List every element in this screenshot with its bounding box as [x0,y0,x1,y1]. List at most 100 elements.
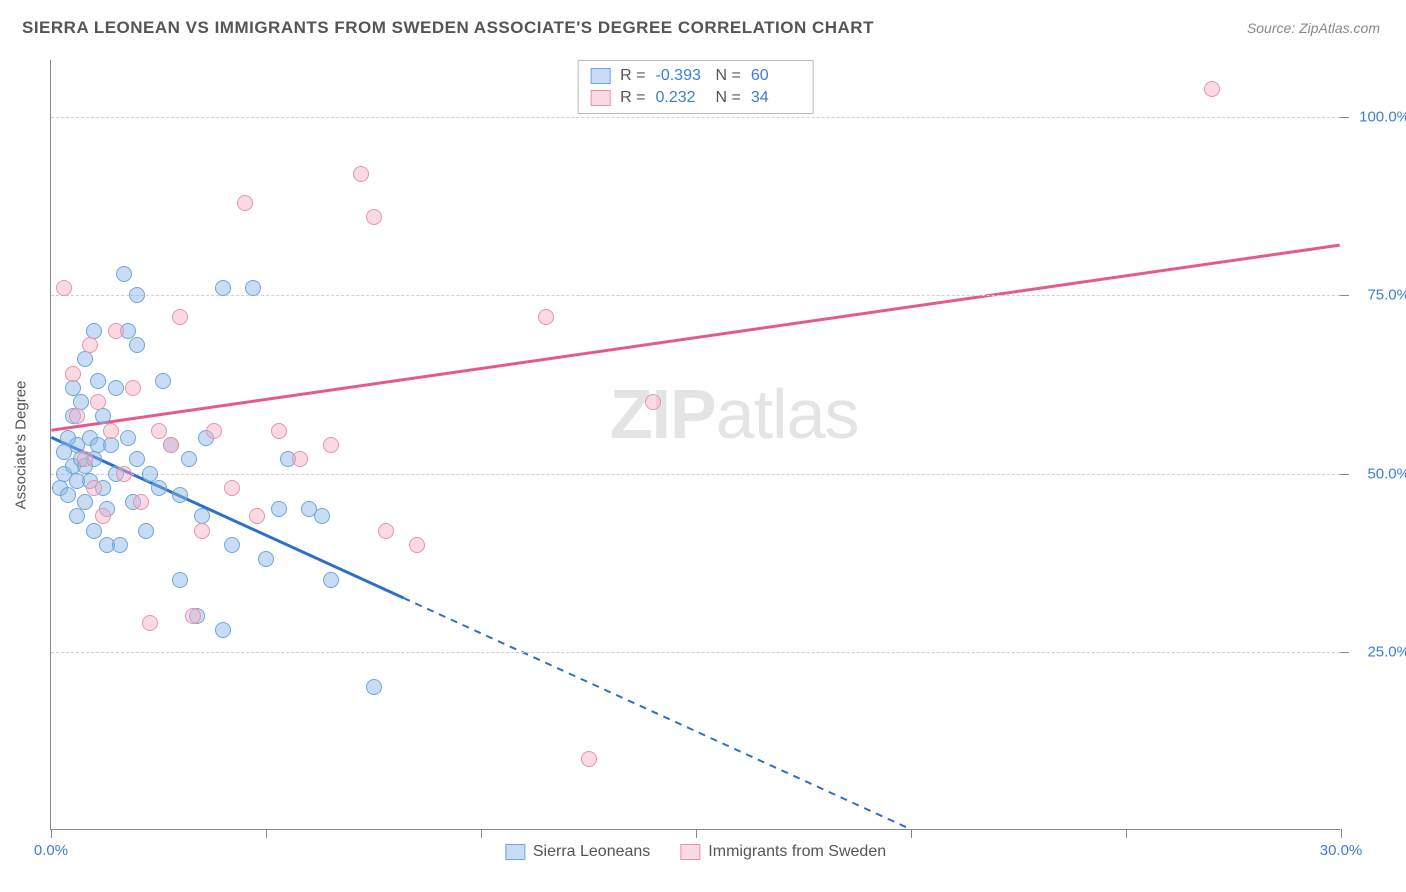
y-tick-label: 25.0% [1350,643,1406,660]
chart-title: SIERRA LEONEAN VS IMMIGRANTS FROM SWEDEN… [22,18,874,38]
scatter-point [181,451,197,467]
scatter-point [215,280,231,296]
x-tick-label: 30.0% [1320,842,1363,859]
scatter-point [271,423,287,439]
scatter-point [314,508,330,524]
legend-r-label-2: R = [620,89,645,107]
legend-n-label-2: N = [716,89,741,107]
gridline-h [51,117,1340,118]
legend-n-value-1: 60 [751,67,801,85]
legend-r-value-1: -0.393 [656,67,706,85]
scatter-point [163,437,179,453]
legend-n-label-1: N = [716,67,741,85]
legend-top: R = -0.393 N = 60 R = 0.232 N = 34 [577,60,814,114]
scatter-point [378,523,394,539]
gridline-h [51,295,1340,296]
scatter-point [1204,81,1220,97]
scatter-point [77,451,93,467]
scatter-point [366,209,382,225]
x-tick-mark [696,829,697,838]
chart-source: Source: ZipAtlas.com [1247,20,1380,36]
x-tick-mark [911,829,912,838]
legend-bottom-label-2: Immigrants from Sweden [708,843,886,861]
scatter-point [366,679,382,695]
x-tick-mark [1126,829,1127,838]
scatter-point [224,537,240,553]
scatter-point [194,523,210,539]
y-tick-label: 50.0% [1350,465,1406,482]
x-tick-mark [481,829,482,838]
scatter-point [103,423,119,439]
scatter-point [271,501,287,517]
legend-bottom: Sierra Leoneans Immigrants from Sweden [505,843,886,861]
scatter-point [90,373,106,389]
scatter-point [133,494,149,510]
legend-bottom-swatch-1 [505,844,525,860]
watermark-bold: ZIP [610,375,716,453]
scatter-point [215,622,231,638]
scatter-point [90,394,106,410]
legend-bottom-item-1: Sierra Leoneans [505,843,650,861]
scatter-point [112,537,128,553]
y-tick-mark [1340,295,1349,296]
scatter-point [645,394,661,410]
scatter-point [142,615,158,631]
scatter-point [69,508,85,524]
scatter-point [538,309,554,325]
scatter-point [155,373,171,389]
scatter-point [116,266,132,282]
scatter-point [95,508,111,524]
scatter-point [258,551,274,567]
y-tick-mark [1340,474,1349,475]
legend-bottom-item-2: Immigrants from Sweden [680,843,886,861]
legend-r-label-1: R = [620,67,645,85]
scatter-point [245,280,261,296]
legend-r-value-2: 0.232 [656,89,706,107]
chart-container: SIERRA LEONEAN VS IMMIGRANTS FROM SWEDEN… [0,0,1406,892]
gridline-h [51,474,1340,475]
watermark: ZIPatlas [610,374,859,454]
scatter-point [129,451,145,467]
scatter-point [172,572,188,588]
scatter-point [224,480,240,496]
scatter-point [103,437,119,453]
watermark-light: atlas [716,375,859,453]
legend-bottom-label-1: Sierra Leoneans [533,843,650,861]
scatter-point [77,494,93,510]
scatter-point [172,309,188,325]
scatter-point [65,366,81,382]
scatter-point [292,451,308,467]
scatter-point [108,323,124,339]
scatter-point [323,437,339,453]
scatter-point [69,408,85,424]
legend-swatch-2 [590,90,610,106]
scatter-point [86,480,102,496]
legend-swatch-1 [590,68,610,84]
regression-lines [51,60,1340,829]
scatter-point [237,195,253,211]
y-tick-label: 75.0% [1350,287,1406,304]
scatter-point [60,487,76,503]
scatter-point [129,337,145,353]
gridline-h [51,652,1340,653]
scatter-point [125,380,141,396]
scatter-point [56,280,72,296]
scatter-point [249,508,265,524]
scatter-point [581,751,597,767]
scatter-point [185,608,201,624]
scatter-point [82,337,98,353]
legend-top-row-2: R = 0.232 N = 34 [590,87,801,109]
scatter-point [409,537,425,553]
scatter-point [120,430,136,446]
scatter-point [151,480,167,496]
scatter-point [172,487,188,503]
legend-top-row-1: R = -0.393 N = 60 [590,65,801,87]
scatter-point [206,423,222,439]
x-tick-mark [1341,829,1342,838]
y-tick-label: 100.0% [1350,109,1406,126]
scatter-point [77,351,93,367]
y-axis-label: Associate's Degree [13,380,30,509]
scatter-point [86,523,102,539]
plot-area: Associate's Degree ZIPatlas R = -0.393 N… [50,60,1340,830]
legend-bottom-swatch-2 [680,844,700,860]
